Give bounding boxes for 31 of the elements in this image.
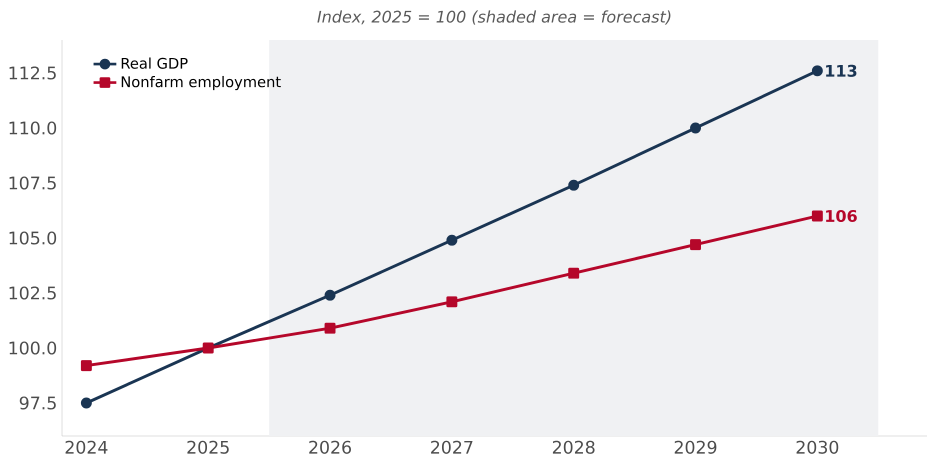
point (690, 239, 701, 250)
y-tick-label: 107.5 (10, 176, 56, 190)
y-tick-label: 112.5 (10, 66, 56, 80)
point (812, 210, 823, 222)
y-tick-label: 97.5 (20, 396, 56, 410)
legend-label: Real GDP (122, 57, 188, 69)
point (324, 290, 336, 301)
data-label: 106 (826, 210, 857, 222)
point (568, 180, 580, 191)
point (446, 234, 458, 246)
point (690, 122, 701, 134)
y-tick-label: 110.0 (10, 121, 56, 135)
point (80, 398, 92, 408)
chart-title: Index, 2025 = 100 (shaded area = forecast) (317, 10, 670, 25)
point (324, 322, 336, 334)
data-label: 113 (826, 64, 856, 77)
x-tick-label: 2029 (674, 440, 716, 454)
y-tick-label: 105.0 (10, 231, 56, 245)
legend-label: Nonfarm employment (122, 76, 281, 90)
x-tick-label: 2030 (796, 440, 838, 454)
point (568, 268, 580, 279)
y-tick-label: 100.0 (10, 341, 56, 355)
point (80, 360, 92, 372)
y-tick-label: 102.5 (10, 286, 56, 300)
point (446, 296, 458, 308)
x-tick-label: 2026 (309, 440, 351, 454)
x-tick-label: 2025 (187, 440, 229, 454)
x-tick-label: 2028 (552, 440, 595, 454)
point (812, 65, 823, 76)
x-tick-label: 2027 (431, 440, 472, 454)
x-tick-label: 2024 (66, 440, 108, 454)
